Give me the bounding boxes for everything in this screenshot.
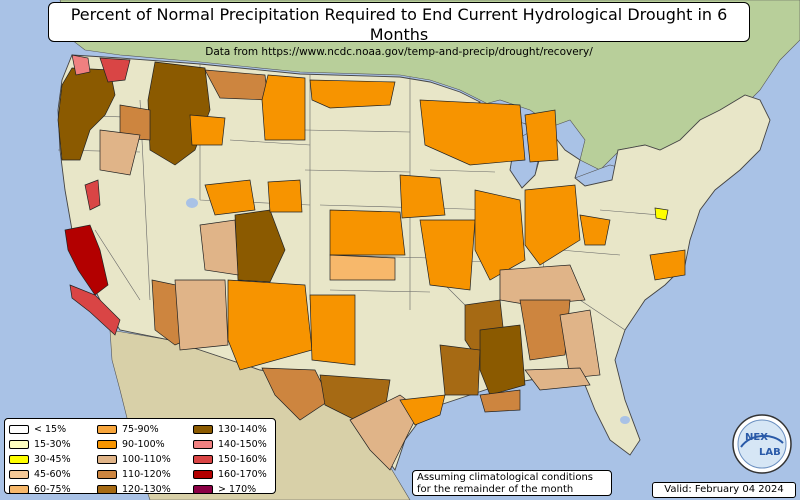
legend-label: 45-60% <box>34 469 71 480</box>
lake-okeechobee <box>620 416 630 424</box>
legend-column-3: 130-140% 140-150% 150-160% 160-170% > 17… <box>193 422 267 497</box>
drought-overlays <box>57 54 686 471</box>
legend-column-1: < 15% 15-30% 30-45% 45-60% 60-75% <box>9 422 71 497</box>
legend-label: 130-140% <box>218 424 267 435</box>
legend-label: 100-110% <box>122 454 171 465</box>
legend-item: > 170% <box>193 482 267 497</box>
legend-item: 120-130% <box>97 482 171 497</box>
legend-swatch <box>9 470 29 479</box>
legend-swatch <box>193 485 213 494</box>
legend-label: 110-120% <box>122 469 171 480</box>
legend-swatch <box>193 455 213 464</box>
legend-label: 140-150% <box>218 439 267 450</box>
legend-item: 160-170% <box>193 467 267 482</box>
legend-label: > 170% <box>218 484 257 495</box>
legend-item: 150-160% <box>193 452 267 467</box>
map-title: Percent of Normal Precipitation Required… <box>70 5 728 44</box>
legend-swatch <box>97 485 117 494</box>
title-box: Percent of Normal Precipitation Required… <box>48 2 750 58</box>
legend-label: 120-130% <box>122 484 171 495</box>
legend-swatch <box>97 470 117 479</box>
legend-swatch <box>97 425 117 434</box>
legend-item: 30-45% <box>9 452 71 467</box>
legend-item: 75-90% <box>97 422 171 437</box>
legend-label: < 15% <box>34 424 67 435</box>
assumption-note: Assuming climatological conditions for t… <box>412 470 612 496</box>
legend-swatch <box>9 425 29 434</box>
logo-text-bottom: LAB <box>759 447 781 458</box>
logo-text-top: NEX <box>745 432 768 443</box>
legend-swatch <box>97 440 117 449</box>
legend-label: 75-90% <box>122 424 159 435</box>
legend-item: 130-140% <box>193 422 267 437</box>
assumption-note-line1: Assuming climatological conditions <box>417 472 593 483</box>
lake-great-salt <box>186 198 198 208</box>
legend-swatch <box>97 455 117 464</box>
legend-swatch <box>193 470 213 479</box>
legend-swatch <box>193 440 213 449</box>
legend: < 15% 15-30% 30-45% 45-60% 60-75% 75-90%… <box>4 418 276 497</box>
nexlab-logo-icon: NEX LAB <box>732 414 792 474</box>
legend-label: 30-45% <box>34 454 71 465</box>
legend-item: 15-30% <box>9 437 71 452</box>
legend-swatch <box>193 425 213 434</box>
legend-label: 90-100% <box>122 439 165 450</box>
assumption-note-line2: for the remainder of the month <box>417 484 574 495</box>
valid-date: Valid: February 04 2024 <box>652 482 796 498</box>
legend-label: 160-170% <box>218 469 267 480</box>
legend-item: 110-120% <box>97 467 171 482</box>
legend-label: 15-30% <box>34 439 71 450</box>
legend-swatch <box>9 455 29 464</box>
legend-item: 60-75% <box>9 482 71 497</box>
legend-label: 60-75% <box>34 484 71 495</box>
legend-item: < 15% <box>9 422 71 437</box>
legend-label: 150-160% <box>218 454 267 465</box>
legend-column-2: 75-90% 90-100% 100-110% 110-120% 120-130… <box>97 422 171 497</box>
legend-item: 90-100% <box>97 437 171 452</box>
legend-swatch <box>9 485 29 494</box>
legend-item: 45-60% <box>9 467 71 482</box>
legend-item: 100-110% <box>97 452 171 467</box>
legend-item: 140-150% <box>193 437 267 452</box>
legend-swatch <box>9 440 29 449</box>
map-subtitle: Data from https://www.ncdc.noaa.gov/temp… <box>205 46 593 58</box>
